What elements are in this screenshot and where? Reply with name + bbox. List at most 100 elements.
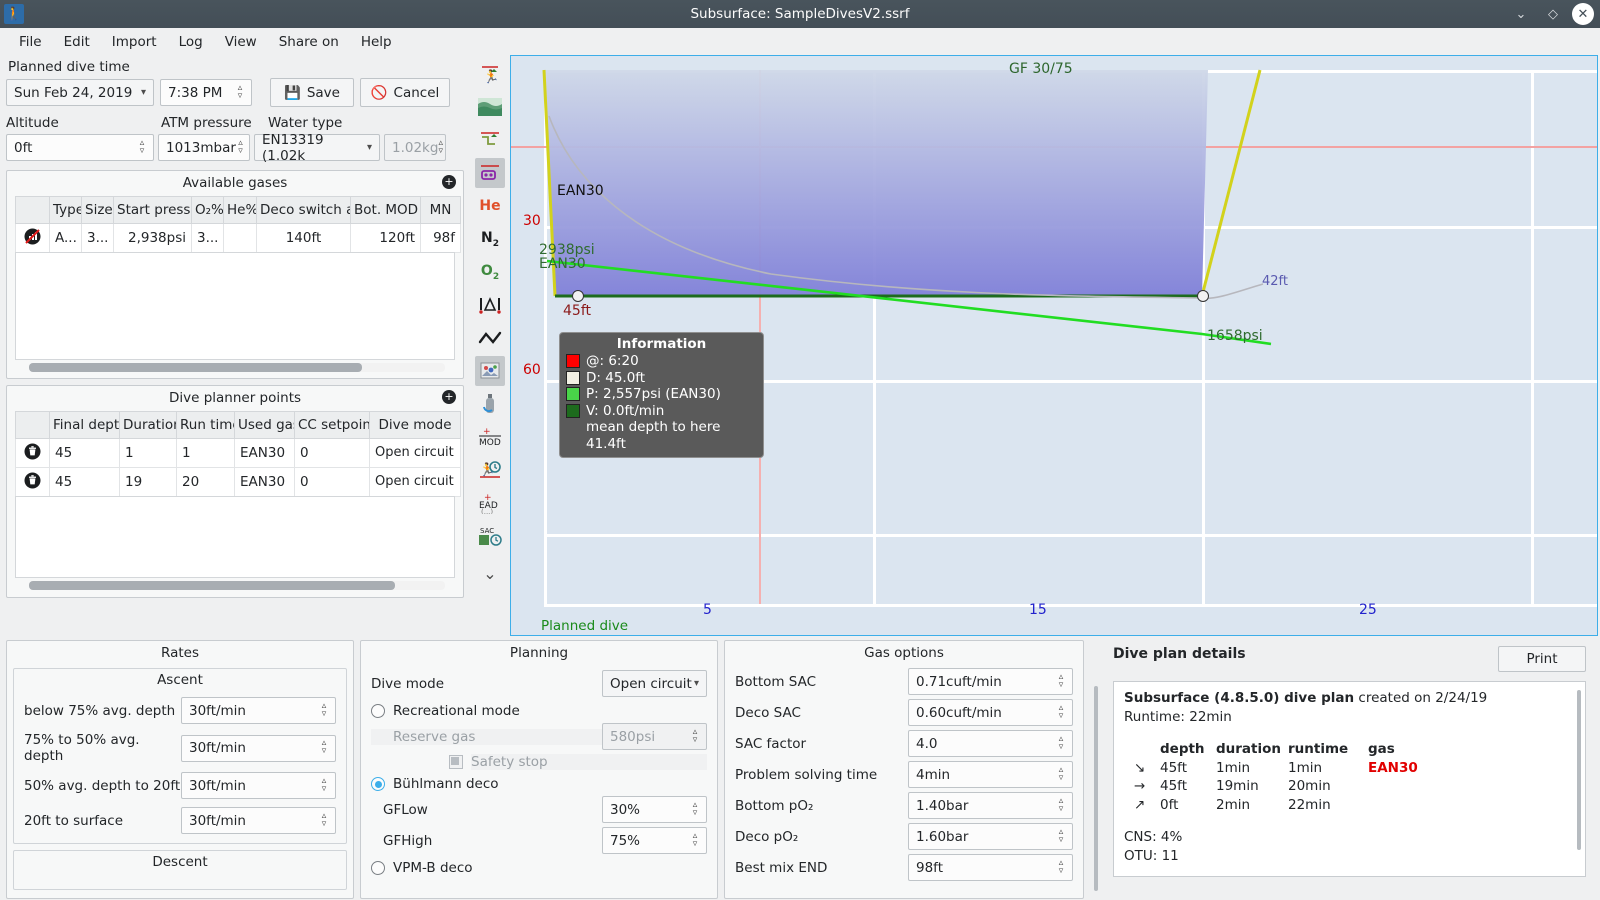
col-deco-switch[interactable]: Deco switch a bbox=[256, 196, 351, 224]
toggle-mod-icon[interactable]: + MOD bbox=[475, 422, 505, 452]
spinner-arrows-icon[interactable]: ▵ ▿ bbox=[1058, 795, 1064, 814]
toggle-he-icon[interactable]: He bbox=[479, 198, 501, 214]
vpmb-deco-row[interactable]: VPM-B deco bbox=[361, 856, 717, 880]
deco-po2-input[interactable]: 1.60bar ▵ ▿ bbox=[908, 823, 1073, 850]
cell-cc-setpoint[interactable]: 0 bbox=[294, 467, 370, 497]
bottom-sac-input[interactable]: 0.71cuft/min ▵ ▿ bbox=[908, 668, 1073, 695]
cell-cc-setpoint[interactable]: 0 bbox=[294, 438, 370, 468]
buhlmann-deco-row[interactable]: Bühlmann deco bbox=[361, 772, 717, 794]
table-row[interactable]: 45 1 1 EAN30 0 Open circuit bbox=[15, 438, 461, 468]
spinner-arrows-icon[interactable]: ▵ ▿ bbox=[1058, 733, 1064, 752]
close-icon[interactable]: ✕ bbox=[1572, 3, 1594, 25]
gflow-input[interactable]: 30% ▵ ▿ bbox=[602, 796, 707, 823]
trash-icon[interactable] bbox=[15, 438, 50, 468]
details-text-box[interactable]: Subsurface (4.8.5.0) dive plan created o… bbox=[1113, 681, 1586, 877]
recreational-mode-row[interactable]: Recreational mode bbox=[361, 701, 717, 721]
spinner-arrows-icon[interactable]: ▵ ▿ bbox=[321, 738, 327, 756]
cell-size[interactable]: 3... bbox=[81, 223, 114, 253]
no-chart-icon[interactable] bbox=[15, 223, 50, 253]
toggle-photos-icon[interactable] bbox=[475, 356, 505, 386]
problem-solving-time-input[interactable]: 4min ▵ ▿ bbox=[908, 761, 1073, 788]
cell-o2[interactable]: 3... bbox=[191, 223, 224, 253]
cell-final-depth[interactable]: 45 bbox=[49, 438, 120, 468]
toggle-tank-bar-icon[interactable] bbox=[475, 389, 505, 419]
menu-share-on[interactable]: Share on bbox=[278, 33, 339, 50]
spinner-arrows-icon[interactable]: ▵ ▿ bbox=[1058, 764, 1064, 783]
spinner-arrows-icon[interactable]: ▵ ▿ bbox=[1058, 671, 1064, 690]
toggle-scale-icon[interactable] bbox=[475, 290, 505, 320]
best-mix-end-input[interactable]: 98ft ▵ ▿ bbox=[908, 854, 1073, 881]
sac-factor-input[interactable]: 4.0 ▵ ▿ bbox=[908, 730, 1073, 757]
profile-handle-end[interactable] bbox=[1197, 290, 1209, 302]
menu-log[interactable]: Log bbox=[178, 33, 203, 50]
bottom-po2-input[interactable]: 1.40bar ▵ ▿ bbox=[908, 792, 1073, 819]
save-button[interactable]: 💾 Save bbox=[270, 78, 354, 107]
spinner-arrows-icon[interactable]: ▵ ▿ bbox=[321, 775, 327, 794]
diamond-icon[interactable]: ◇ bbox=[1548, 6, 1558, 22]
dive-time-spin[interactable]: 7:38 PM ▵ ▿ bbox=[160, 79, 252, 106]
cell-duration[interactable]: 19 bbox=[119, 467, 177, 497]
spinner-arrows-icon[interactable]: ▵ ▿ bbox=[139, 137, 145, 156]
col-cc-setpoint[interactable]: CC setpoint bbox=[294, 411, 370, 439]
spinner-arrows-icon[interactable]: ▵ ▿ bbox=[1058, 857, 1064, 876]
ascent-input-75to50[interactable]: 30ft/min ▵ ▿ bbox=[181, 734, 336, 762]
add-gas-button[interactable]: + bbox=[442, 175, 456, 189]
menu-edit[interactable]: Edit bbox=[63, 33, 90, 50]
buhlmann-deco-radio[interactable] bbox=[371, 777, 385, 791]
chevron-down-icon[interactable]: ⌄ bbox=[1515, 6, 1527, 22]
col-icon[interactable] bbox=[15, 196, 50, 224]
toggle-ead-icon[interactable]: + EAD (...) bbox=[475, 488, 505, 518]
cancel-button[interactable]: 🚫 Cancel bbox=[360, 78, 450, 107]
col-size[interactable]: Size bbox=[81, 196, 114, 224]
gfhigh-input[interactable]: 75% ▵ ▿ bbox=[602, 827, 707, 854]
cell-final-depth[interactable]: 45 bbox=[49, 467, 120, 497]
menu-import[interactable]: Import bbox=[111, 33, 157, 50]
cell-run-time[interactable]: 20 bbox=[176, 467, 235, 497]
spinner-arrows-icon[interactable]: ▵ ▿ bbox=[1058, 702, 1064, 721]
cell-duration[interactable]: 1 bbox=[119, 438, 177, 468]
vpmb-deco-radio[interactable] bbox=[371, 861, 385, 875]
dive-mode-combo[interactable]: Open circuit ▾ bbox=[602, 670, 707, 697]
cell-run-time[interactable]: 1 bbox=[176, 438, 235, 468]
print-button[interactable]: Print bbox=[1498, 646, 1586, 672]
col-he[interactable]: He% bbox=[223, 196, 257, 224]
ascent-input-below75[interactable]: 30ft/min ▵ ▿ bbox=[181, 697, 336, 724]
details-splitter-handle[interactable] bbox=[1094, 686, 1098, 891]
toggle-o2-icon[interactable]: O2 bbox=[480, 262, 500, 282]
col-duration[interactable]: Duration bbox=[119, 411, 177, 439]
col-final-depth[interactable]: Final depth bbox=[49, 411, 120, 439]
menu-file[interactable]: File bbox=[19, 33, 42, 50]
altitude-input[interactable]: 0ft ▵ ▿ bbox=[6, 134, 154, 161]
col-type[interactable]: Type bbox=[49, 196, 82, 224]
atm-pressure-input[interactable]: 1013mbar ▵ ▿ bbox=[158, 134, 250, 161]
cell-mnd[interactable]: 98f bbox=[420, 223, 461, 253]
deco-sac-input[interactable]: 0.60cuft/min ▵ ▿ bbox=[908, 699, 1073, 726]
toggle-tissues-icon[interactable] bbox=[475, 158, 505, 188]
col-o2[interactable]: O₂% bbox=[191, 196, 224, 224]
col-run-time[interactable]: Run time bbox=[176, 411, 235, 439]
col-mnd[interactable]: MN bbox=[420, 196, 461, 224]
col-dive-mode[interactable]: Dive mode bbox=[369, 411, 461, 439]
spinner-arrows-icon[interactable]: ▵ ▿ bbox=[692, 830, 698, 849]
spinner-arrows-icon[interactable]: ▵ ▿ bbox=[692, 799, 698, 818]
cell-used-gas[interactable]: EAN30 bbox=[234, 467, 295, 497]
safety-stop-checkbox[interactable] bbox=[449, 755, 463, 769]
toggle-n2-icon[interactable]: N2 bbox=[481, 229, 499, 249]
spinner-arrows-icon[interactable]: ▵ ▿ bbox=[321, 810, 327, 829]
col-bot-mod[interactable]: Bot. MOD bbox=[350, 196, 421, 224]
table-row[interactable]: 45 19 20 EAN30 0 Open circuit bbox=[15, 467, 461, 497]
planner-points-hscrollbar[interactable] bbox=[29, 581, 445, 590]
toggle-ruler-icon[interactable] bbox=[475, 323, 505, 353]
add-planner-point-button[interactable]: + bbox=[442, 390, 456, 404]
col-icon[interactable] bbox=[15, 411, 50, 439]
toggle-ndl-tts-icon[interactable]: 🏃 bbox=[475, 455, 505, 485]
col-start-press[interactable]: Start press bbox=[113, 196, 192, 224]
toolbar-more-icon[interactable]: ⌄ bbox=[483, 563, 497, 583]
dive-date-combo[interactable]: Sun Feb 24, 2019 ▾ bbox=[6, 79, 154, 106]
ascent-input-50to20[interactable]: 30ft/min ▵ ▿ bbox=[181, 772, 336, 799]
recreational-mode-radio[interactable] bbox=[371, 704, 385, 718]
details-vscrollbar[interactable] bbox=[1577, 690, 1581, 850]
cell-he[interactable] bbox=[223, 223, 257, 253]
water-type-combo[interactable]: EN13319 (1.02k ▾ bbox=[254, 132, 380, 164]
menu-help[interactable]: Help bbox=[360, 33, 392, 50]
